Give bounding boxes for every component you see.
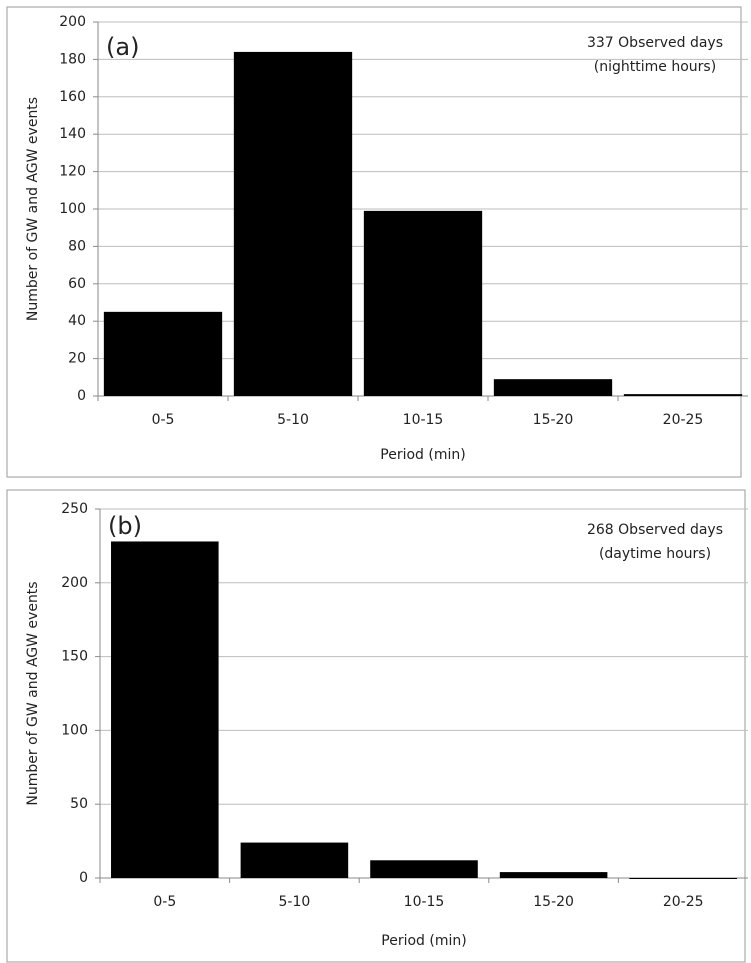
chart-panel: 0 20 40 60 80 100 120 140 160 180 200 0-5 5-10 10-15 1… bbox=[6, 6, 748, 478]
panel-frame bbox=[6, 6, 742, 478]
x-tick-label: 15-20 bbox=[533, 894, 574, 910]
x-tick-label: 10-15 bbox=[403, 412, 444, 428]
bar bbox=[233, 51, 353, 397]
bar bbox=[240, 842, 349, 878]
bar bbox=[499, 872, 608, 878]
y-axis-label: Number of GW and AGW events bbox=[25, 581, 41, 805]
chart-panel: 0 50 100 150 200 250 0-5 5-10 10-15 15-20 20-25 Per… bbox=[6, 489, 748, 963]
y-tick-label: 180 bbox=[59, 51, 86, 67]
x-axis-label: Period (min) bbox=[381, 933, 466, 949]
bar bbox=[623, 394, 743, 396]
y-tick-label: 150 bbox=[61, 649, 88, 665]
y-axis-label: Number of GW and AGW events bbox=[25, 97, 41, 321]
bar bbox=[103, 311, 223, 396]
y-tick-label: 80 bbox=[68, 238, 86, 254]
y-tick-label: 20 bbox=[68, 351, 86, 367]
y-tick-label: 100 bbox=[61, 722, 88, 738]
x-tick-label: 5-10 bbox=[277, 412, 309, 428]
y-tick-label: 50 bbox=[70, 796, 88, 812]
x-tick-label: 15-20 bbox=[533, 412, 574, 428]
panel-label: (b) bbox=[108, 512, 142, 540]
x-tick-label: 0-5 bbox=[153, 894, 176, 910]
y-tick-label: 40 bbox=[68, 313, 86, 329]
y-tick-label: 100 bbox=[59, 201, 86, 217]
x-tick-label: 0-5 bbox=[152, 412, 175, 428]
y-tick-label: 250 bbox=[61, 501, 88, 517]
y-tick-label: 160 bbox=[59, 89, 86, 105]
bar bbox=[363, 210, 483, 396]
y-tick-label: 60 bbox=[68, 276, 86, 292]
y-tick-label: 200 bbox=[59, 14, 86, 30]
x-tick-label: 20-25 bbox=[663, 412, 704, 428]
annotation: 337 Observed days bbox=[587, 35, 723, 51]
x-tick-label: 20-25 bbox=[663, 894, 704, 910]
bar bbox=[111, 541, 219, 878]
y-tick-label: 200 bbox=[61, 575, 88, 591]
panel-label: (a) bbox=[106, 33, 139, 61]
y-tick-label: 0 bbox=[77, 388, 86, 404]
panel-frame bbox=[6, 489, 746, 963]
annotation: (daytime hours) bbox=[599, 546, 711, 562]
bar bbox=[493, 379, 613, 396]
x-tick-label: 5-10 bbox=[279, 894, 311, 910]
bar bbox=[370, 860, 478, 878]
y-tick-label: 120 bbox=[59, 164, 86, 180]
x-axis-label: Period (min) bbox=[380, 447, 465, 463]
annotation: 268 Observed days bbox=[587, 522, 723, 538]
bar bbox=[629, 878, 737, 879]
annotation: (nighttime hours) bbox=[594, 59, 716, 75]
y-tick-label: 0 bbox=[79, 870, 88, 886]
y-tick-label: 140 bbox=[59, 126, 86, 142]
x-tick-label: 10-15 bbox=[404, 894, 445, 910]
